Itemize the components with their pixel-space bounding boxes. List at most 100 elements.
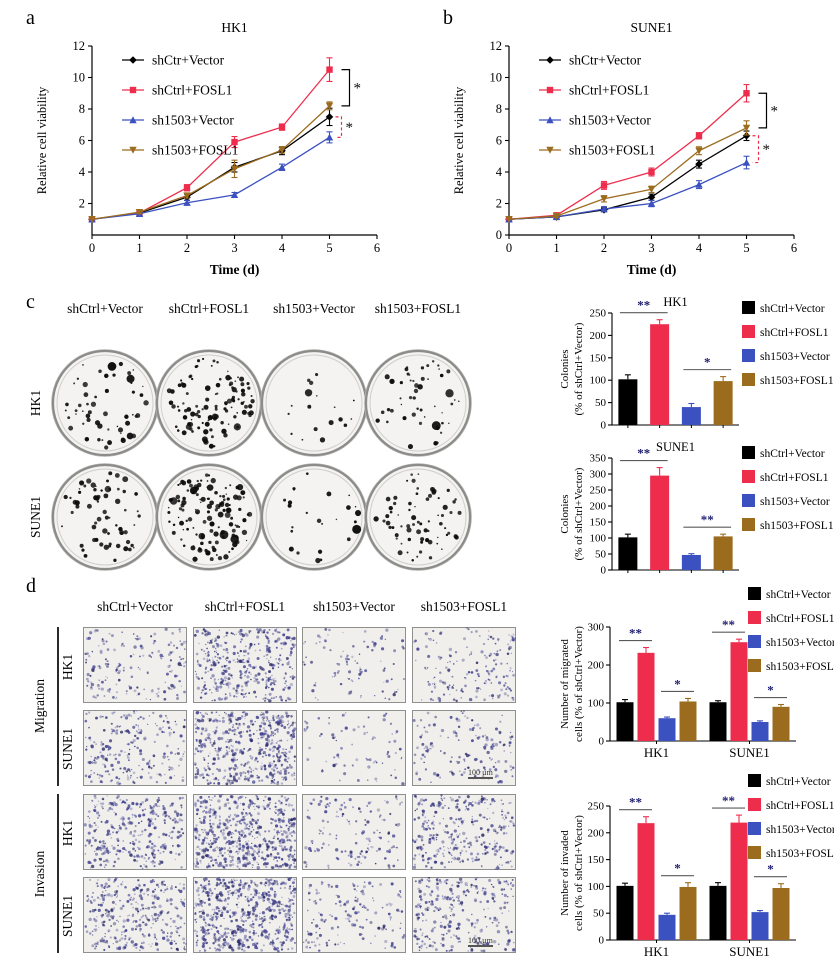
svg-text:sh1503+Vector: sh1503+Vector — [760, 351, 830, 363]
svg-text:0: 0 — [601, 420, 607, 432]
transwell-image — [83, 877, 187, 953]
svg-text:50: 50 — [595, 549, 607, 561]
svg-text:300: 300 — [590, 469, 607, 481]
svg-text:Relative cell viability: Relative cell viability — [452, 86, 466, 194]
svg-text:(% of shCtrl+Vector): (% of shCtrl+Vector) — [573, 467, 585, 560]
svg-text:shCtrl+FOSL1: shCtrl+FOSL1 — [760, 472, 829, 484]
svg-text:shCtrl+FOSL1: shCtrl+FOSL1 — [760, 327, 829, 339]
svg-text:shCtr+Vector: shCtr+Vector — [569, 53, 642, 68]
svg-text:shCtrl+Vector: shCtrl+Vector — [760, 448, 825, 460]
svg-text:250: 250 — [590, 308, 607, 320]
svg-text:3: 3 — [648, 241, 654, 255]
transwell-image — [302, 710, 406, 786]
svg-text:4: 4 — [79, 165, 86, 179]
svg-text:12: 12 — [73, 39, 86, 53]
svg-text:sh1503+FOSL1: sh1503+FOSL1 — [760, 375, 834, 387]
colony-dish-image — [364, 463, 472, 571]
d-col-header-1: shCtrl+Vector — [97, 599, 173, 614]
colony-dish-image — [364, 349, 472, 457]
svg-text:sh1503+Vector: sh1503+Vector — [760, 496, 830, 508]
scale-bar-migration: 100 µm — [468, 768, 493, 779]
svg-text:100: 100 — [590, 375, 607, 387]
svg-text:*: * — [763, 142, 771, 158]
svg-text:4: 4 — [279, 241, 286, 255]
svg-text:**: ** — [637, 446, 650, 461]
svg-text:150: 150 — [590, 352, 607, 364]
svg-text:50: 50 — [595, 397, 607, 409]
colonies-sune1-bar-chart: SUNE1 0 50 100 150 200 250 300 350 Colonies (% of … — [559, 440, 834, 577]
svg-text:6: 6 — [374, 241, 380, 255]
svg-text:sh1503+FOSL1: sh1503+FOSL1 — [569, 143, 655, 158]
c-col-header-2: shCtrl+FOSL1 — [168, 301, 250, 316]
svg-text:shCtrl+Vector: shCtrl+Vector — [760, 303, 825, 315]
svg-text:150: 150 — [590, 517, 607, 529]
svg-text:8: 8 — [496, 102, 502, 116]
invasion-group-label: Invasion — [32, 850, 47, 898]
svg-text:2: 2 — [184, 241, 190, 255]
panel-a-label: a — [26, 7, 35, 29]
svg-text:0: 0 — [496, 228, 502, 242]
colony-dish-image — [155, 349, 263, 457]
scale-bar-invasion: 100 µm — [468, 936, 493, 947]
svg-text:Relative cell viability: Relative cell viability — [35, 86, 49, 194]
panel-d-label: d — [26, 575, 36, 597]
svg-text:2: 2 — [601, 241, 607, 255]
transwell-image — [412, 877, 516, 953]
svg-text:8: 8 — [79, 102, 85, 116]
c-col-header-3: sh1503+Vector — [273, 301, 355, 316]
svg-text:*: * — [771, 104, 779, 120]
svg-text:0: 0 — [89, 241, 95, 255]
d-row-label-inv-sune1: SUNE1 — [60, 895, 75, 938]
svg-text:100: 100 — [590, 533, 607, 545]
colony-dish-image — [51, 349, 159, 457]
svg-text:Colonies: Colonies — [559, 494, 571, 533]
transwell-image — [412, 627, 516, 703]
svg-text:sh1503+FOSL1: sh1503+FOSL1 — [152, 143, 238, 158]
svg-text:350: 350 — [590, 453, 607, 465]
colony-dish-image — [260, 349, 368, 457]
svg-text:Colonies: Colonies — [559, 349, 571, 388]
svg-text:*: * — [346, 120, 354, 136]
svg-text:shCtr+Vector: shCtr+Vector — [152, 53, 225, 68]
d-row-label-mig-sune1: SUNE1 — [60, 728, 75, 771]
svg-text:*: * — [354, 81, 362, 97]
d-col-header-2: shCtrl+FOSL1 — [204, 599, 286, 614]
svg-text:sh1503+FOSL1: sh1503+FOSL1 — [760, 520, 834, 532]
svg-text:5: 5 — [326, 241, 332, 255]
transwell-image — [83, 710, 187, 786]
colony-dish-image — [155, 463, 263, 571]
migration-group-line — [57, 627, 59, 786]
invasion-group-line — [57, 794, 59, 953]
svg-text:(% of shCtrl+Vector): (% of shCtrl+Vector) — [573, 322, 585, 415]
svg-text:2: 2 — [79, 197, 85, 211]
svg-text:**: ** — [637, 298, 650, 313]
svg-text:0: 0 — [601, 565, 607, 577]
svg-text:10: 10 — [490, 71, 503, 85]
svg-text:3: 3 — [231, 241, 237, 255]
svg-text:12: 12 — [490, 39, 503, 53]
svg-text:200: 200 — [590, 501, 607, 513]
svg-text:HK1: HK1 — [221, 20, 247, 35]
colonies-hk1-bar-chart: HK1 0 50 100 150 200 250 Colonies (% of shCtrl+V… — [559, 295, 834, 432]
transwell-image — [193, 710, 297, 786]
svg-text:4: 4 — [696, 241, 703, 255]
d-row-label-inv-hk1: HK1 — [60, 819, 75, 847]
svg-text:6: 6 — [791, 241, 797, 255]
colony-dish-image — [51, 463, 159, 571]
svg-text:shCtrl+FOSL1: shCtrl+FOSL1 — [569, 83, 649, 98]
transwell-image — [193, 627, 297, 703]
svg-text:1: 1 — [553, 241, 559, 255]
c-col-header-4: sh1503+FOSL1 — [374, 301, 462, 316]
svg-text:*: * — [704, 355, 711, 370]
scale-bar-text: 100 µm — [468, 768, 493, 777]
transwell-image — [412, 794, 516, 870]
transwell-image — [302, 627, 406, 703]
svg-text:sh1503+Vector: sh1503+Vector — [152, 113, 234, 128]
transwell-image — [302, 877, 406, 953]
svg-text:2: 2 — [496, 197, 502, 211]
svg-text:SUNE1: SUNE1 — [656, 440, 695, 454]
